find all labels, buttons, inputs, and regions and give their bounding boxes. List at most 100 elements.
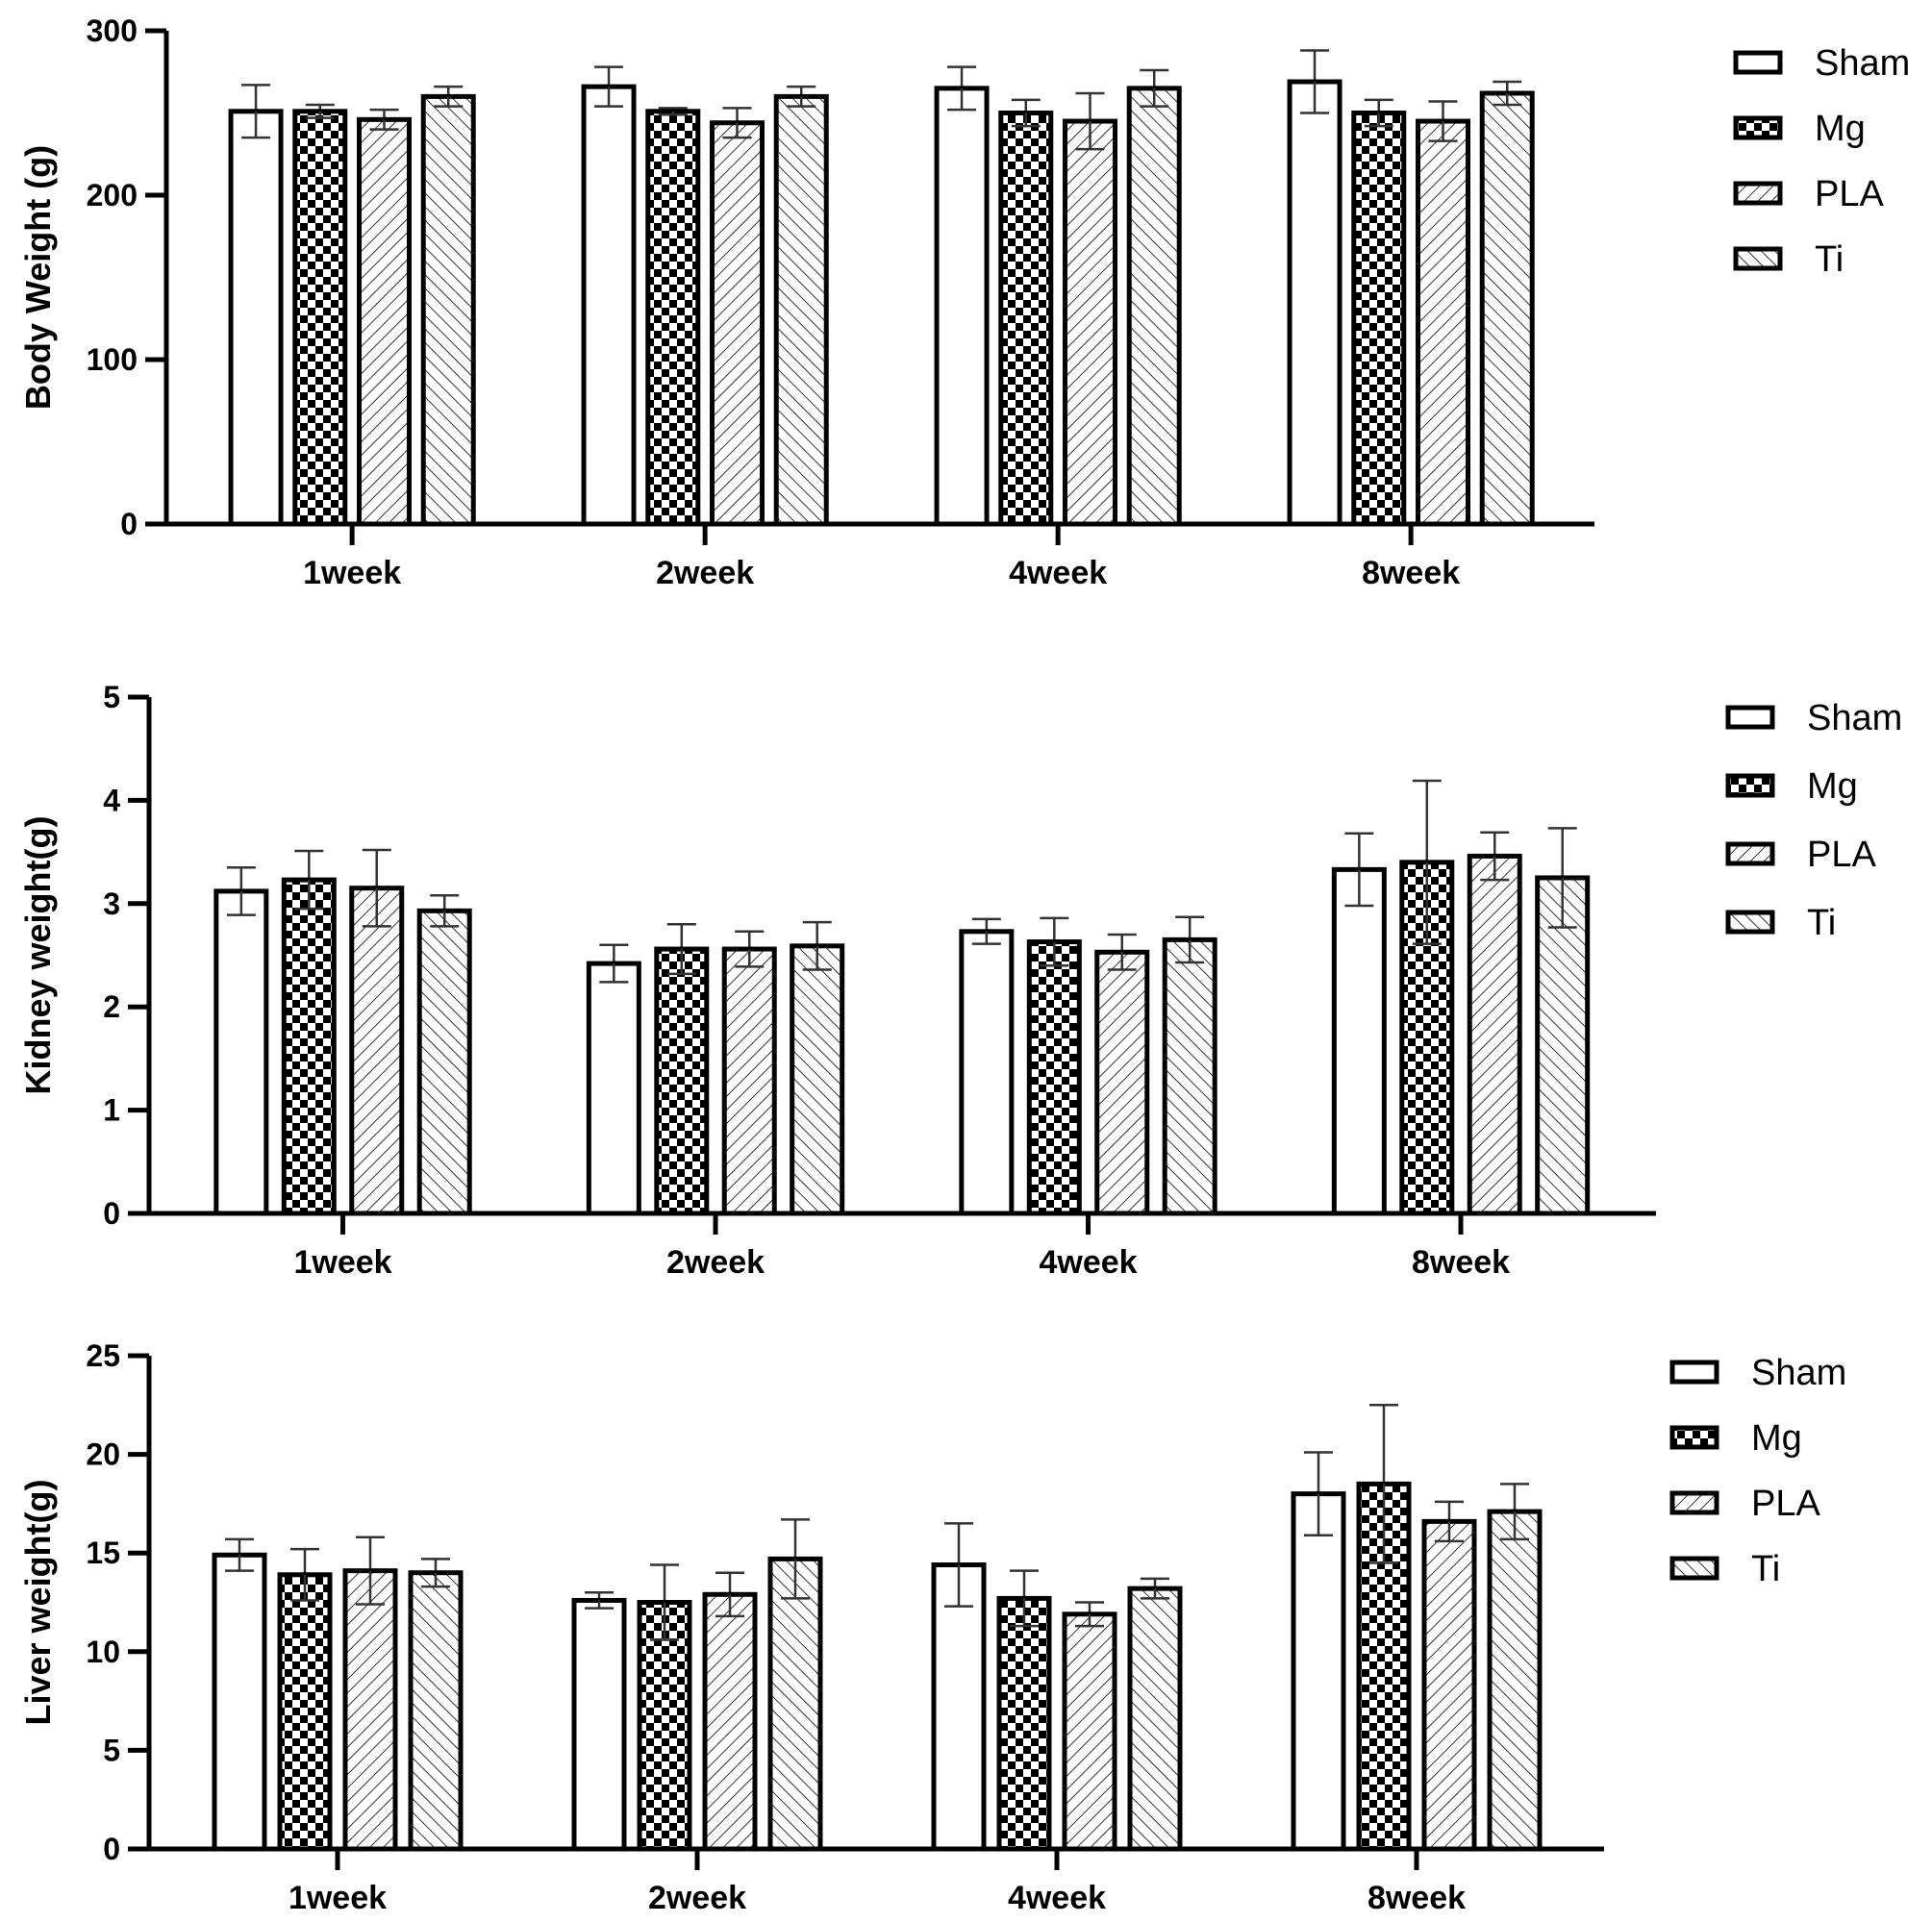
y-axis-title: Kidney weight(g) — [18, 816, 58, 1095]
y-tick-label: 3 — [103, 887, 120, 921]
bar-sham-4week — [959, 929, 1015, 1216]
legend-swatch-pla — [1725, 841, 1775, 866]
legend-swatch-pla — [1733, 181, 1783, 206]
bar-ti-1week — [408, 1570, 464, 1852]
kidney-weight-panel: 0 1 2 3 4 5 Kidney weight(g) 1week 2week 4week 8we… — [18, 680, 1902, 1281]
legend-swatch-ti — [1733, 246, 1783, 271]
bar-ti-1week — [420, 93, 476, 527]
legend-swatch-pla — [1669, 1490, 1719, 1515]
bar-sham-2week — [581, 84, 637, 527]
bar-ti-2week — [767, 1556, 823, 1852]
legend-swatch-mg — [1669, 1425, 1719, 1450]
bar-ti-8week — [1535, 875, 1591, 1216]
bar-pla-4week — [1063, 118, 1117, 527]
x-tick-label: 8week — [1412, 1244, 1510, 1281]
legend-label-mg: Mg — [1751, 1418, 1802, 1459]
bar-pla-4week — [1062, 1611, 1117, 1852]
legend-label-ti: Ti — [1815, 239, 1844, 280]
y-tick-label: 0 — [103, 1832, 120, 1866]
bar-ti-2week — [773, 93, 829, 527]
bar-pla-8week — [1467, 853, 1522, 1216]
x-tick-label: 8week — [1367, 1880, 1466, 1916]
bar-ti-8week — [1479, 90, 1535, 527]
bar-mg-1week — [277, 1572, 333, 1852]
bar-ti-2week — [790, 943, 845, 1216]
bar-sham-8week — [1291, 1491, 1346, 1852]
body-weight-panel: 0 100 200 300 Body Weight (g) 1week 2week 4week… — [18, 13, 1910, 591]
y-tick-label: 200 — [87, 178, 138, 212]
bar-pla-2week — [710, 120, 765, 527]
bar-mg-1week — [292, 109, 348, 527]
bar-ti-1week — [416, 908, 472, 1216]
bar-mg-4week — [996, 1595, 1052, 1852]
y-axis-title: Liver weight(g) — [18, 1479, 58, 1725]
x-tick-label: 2week — [648, 1880, 746, 1916]
bar-ti-4week — [1127, 1586, 1183, 1852]
x-tick-label: 4week — [1009, 555, 1107, 591]
x-tick-label: 8week — [1362, 555, 1460, 591]
y-tick-label: 20 — [86, 1437, 120, 1472]
y-tick-label: 2 — [103, 989, 120, 1024]
legend-label-pla: PLA — [1751, 1484, 1820, 1524]
bar-ti-4week — [1162, 937, 1217, 1216]
x-tick-label: 1week — [289, 1880, 387, 1916]
legend-label-mg: Mg — [1807, 766, 1858, 807]
bar-pla-1week — [349, 886, 405, 1216]
bar-pla-4week — [1094, 949, 1150, 1216]
legend-swatch-sham — [1669, 1360, 1719, 1385]
legend-swatch-sham — [1725, 705, 1775, 730]
bar-pla-1week — [357, 116, 412, 527]
legend-swatch-sham — [1733, 50, 1783, 75]
legend-swatch-ti — [1669, 1556, 1719, 1581]
legend-label-pla: PLA — [1815, 174, 1884, 214]
x-tick-label: 1week — [303, 555, 401, 591]
y-tick-label: 4 — [103, 783, 120, 817]
y-tick-label: 1 — [103, 1093, 120, 1128]
legend-label-ti: Ti — [1751, 1549, 1780, 1589]
bar-pla-8week — [1421, 1518, 1477, 1852]
bar-sham-4week — [931, 1562, 987, 1852]
y-tick-label: 0 — [120, 507, 138, 541]
bar-pla-2week — [721, 946, 777, 1216]
bar-ti-8week — [1487, 1509, 1543, 1852]
bar-mg-2week — [637, 1600, 692, 1852]
y-tick-label: 10 — [86, 1635, 120, 1669]
y-tick-label: 15 — [86, 1536, 120, 1570]
bar-sham-8week — [1331, 866, 1387, 1216]
legend-label-mg: Mg — [1815, 109, 1866, 149]
y-tick-label: 5 — [103, 680, 120, 714]
y-tick-label: 300 — [87, 13, 138, 48]
bar-mg-4week — [1026, 939, 1082, 1216]
bar-pla-8week — [1416, 118, 1470, 527]
bar-sham-4week — [934, 86, 990, 527]
y-tick-label: 5 — [103, 1733, 120, 1767]
bar-sham-2week — [586, 961, 641, 1216]
legend-label-sham: Sham — [1751, 1353, 1846, 1393]
bar-sham-2week — [571, 1597, 627, 1852]
bar-mg-2week — [645, 109, 701, 527]
x-tick-label: 4week — [1039, 1244, 1137, 1281]
bar-pla-2week — [702, 1591, 758, 1852]
y-tick-label: 25 — [86, 1338, 120, 1373]
x-tick-label: 4week — [1008, 1880, 1106, 1916]
bar-sham-1week — [228, 109, 284, 527]
x-tick-label: 1week — [293, 1244, 391, 1281]
bar-sham-1week — [213, 888, 269, 1216]
legend-swatch-ti — [1725, 910, 1775, 935]
legend-label-pla: PLA — [1807, 835, 1876, 875]
bar-mg-2week — [654, 946, 710, 1216]
y-axis-title: Body Weight (g) — [18, 145, 58, 410]
x-tick-label: 2week — [656, 555, 754, 591]
bar-sham-1week — [212, 1552, 267, 1852]
legend-swatch-mg — [1733, 115, 1783, 140]
liver-weight-panel: 0 5 10 15 20 25 Liver weight(g) 1week 2week 4week… — [18, 1338, 1846, 1916]
bar-ti-4week — [1126, 86, 1182, 527]
legend-label-sham: Sham — [1807, 698, 1902, 738]
legend-swatch-mg — [1725, 773, 1775, 798]
legend-label-sham: Sham — [1815, 43, 1910, 84]
y-tick-label: 0 — [103, 1196, 120, 1231]
y-tick-label: 100 — [87, 342, 138, 377]
legend-label-ti: Ti — [1807, 903, 1836, 943]
bar-sham-8week — [1287, 79, 1342, 527]
